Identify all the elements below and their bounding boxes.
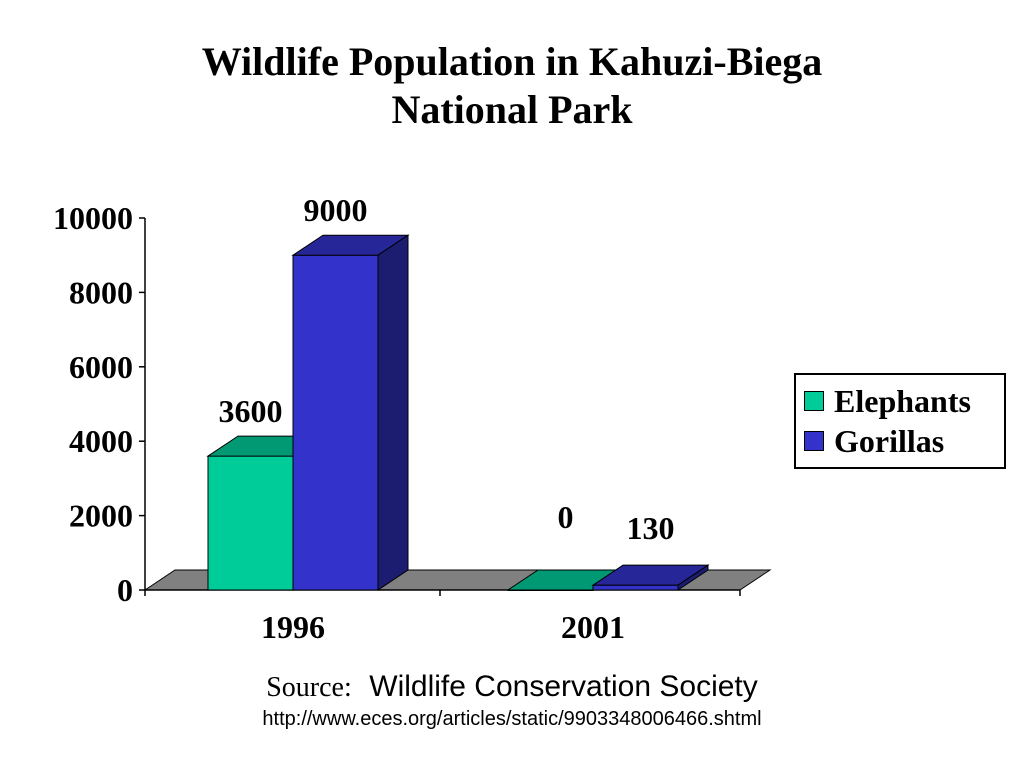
source-line: Source: Wildlife Conservation Society	[0, 670, 1024, 704]
chart-title: Wildlife Population in Kahuzi-Biega Nati…	[0, 38, 1024, 134]
legend-swatch-elephants	[804, 391, 824, 411]
legend-label-elephants: Elephants	[834, 382, 971, 419]
y-tick-label-2: 4000	[69, 423, 133, 459]
legend-label-gorillas: Gorillas	[834, 422, 945, 459]
y-tick-label-0: 0	[117, 572, 133, 608]
legend-item-elephants: Elephants	[804, 381, 1004, 421]
data-label-elephants-2001: 0	[558, 499, 574, 535]
bar-gorillas-2001-front	[592, 584, 679, 591]
x-category-label-1996: 1996	[261, 609, 325, 645]
bar-elephants-1996-front	[207, 455, 294, 591]
bar-gorillas-2001	[591, 564, 710, 591]
bar-gorillas-2001-side	[677, 564, 709, 591]
legend-item-gorillas: Gorillas	[804, 421, 1004, 461]
y-tick-label-1: 2000	[69, 498, 133, 534]
title-line-2: National Park	[391, 87, 633, 132]
source-url: http://www.eces.org/articles/static/9903…	[262, 708, 762, 730]
source-label: Source:	[266, 672, 352, 703]
data-label-elephants-1996: 3600	[219, 393, 283, 429]
y-tick-label-3: 6000	[69, 349, 133, 385]
source-org: Wildlife Conservation Society	[369, 670, 758, 703]
y-tick-label-5: 10000	[53, 200, 133, 236]
bar-gorillas-1996-front	[292, 254, 379, 591]
x-category-label-2001: 2001	[561, 609, 625, 645]
title-line-1: Wildlife Population in Kahuzi-Biega	[201, 39, 823, 84]
bar-gorillas-1996	[291, 234, 410, 591]
legend: Elephants Gorillas	[794, 373, 1006, 469]
y-tick-label-4: 8000	[69, 274, 133, 310]
data-label-gorillas-2001: 130	[627, 510, 675, 546]
bar-gorillas-1996-side	[377, 234, 409, 591]
legend-swatch-gorillas	[804, 431, 824, 451]
data-label-gorillas-1996: 9000	[304, 192, 368, 228]
